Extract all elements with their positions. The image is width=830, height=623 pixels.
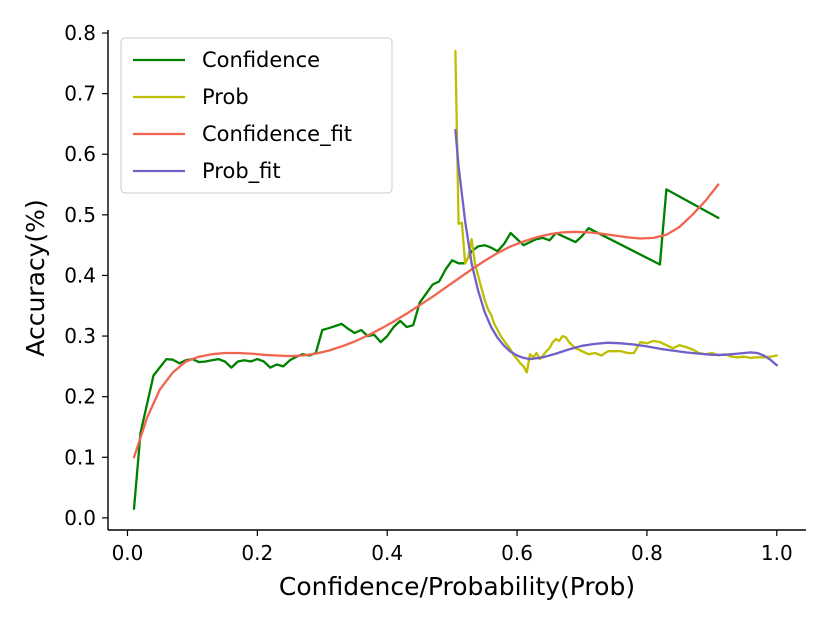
series-line-prob-fit: [454, 128, 778, 367]
y-tick-label: 0.7: [64, 82, 96, 106]
x-tick-label: 0.6: [501, 541, 533, 565]
x-tick-label: 1.0: [761, 541, 793, 565]
y-tick-label: 0.8: [64, 21, 96, 45]
x-tick-label: 0.8: [631, 541, 663, 565]
series-lines: [132, 50, 778, 510]
series-line-prob: [454, 50, 778, 374]
y-tick-label: 0.6: [64, 142, 96, 166]
axes: [107, 30, 806, 531]
y-tick-label: 0.0: [64, 506, 96, 530]
legend-label-prob: Prob: [202, 85, 249, 109]
legend-label-confidence: Confidence: [202, 48, 320, 72]
y-tick-label: 0.3: [64, 324, 96, 348]
legend: Confidence Prob Confidence_fit Prob_fit: [120, 37, 393, 194]
ticks: 0.0 0.2 0.4 0.6 0.8 1.0 0.0 0.1 0.2 0.3 0.4 0.5 0.6 0…: [64, 21, 793, 565]
series-line-confidence-fit: [132, 183, 720, 459]
legend-label-confidence-fit: Confidence_fit: [202, 122, 352, 147]
x-tick-label: 0.2: [241, 541, 273, 565]
legend-label-prob-fit: Prob_fit: [202, 159, 281, 184]
series-line-confidence: [132, 188, 720, 510]
legend-frame: [120, 37, 393, 194]
y-tick-label: 0.4: [64, 263, 96, 287]
y-tick-label: 0.1: [64, 445, 96, 469]
x-axis-title: Confidence/Probability(Prob): [279, 572, 635, 601]
legend-entries: Confidence Prob Confidence_fit Prob_fit: [133, 48, 352, 184]
y-tick-label: 0.5: [64, 203, 96, 227]
y-axis-title: Accuracy(%): [21, 199, 50, 356]
y-tick-label: 0.2: [64, 385, 96, 409]
x-tick-label: 0.4: [371, 541, 403, 565]
x-tick-label: 0.0: [112, 541, 144, 565]
